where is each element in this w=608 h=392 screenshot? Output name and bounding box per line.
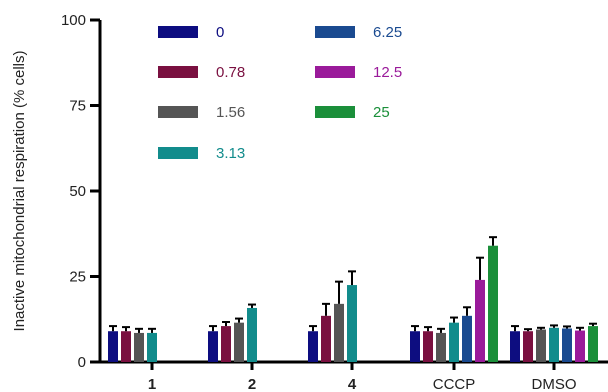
bar-1-1.56 bbox=[134, 332, 144, 362]
bar-DMSO-0.78 bbox=[523, 331, 533, 362]
y-tick-label: 100 bbox=[61, 12, 86, 29]
bar-4-0 bbox=[308, 331, 318, 362]
bar-1-3.13 bbox=[147, 332, 157, 362]
bar-CCCP-12.5 bbox=[475, 279, 485, 362]
bar-1-0 bbox=[108, 331, 118, 362]
legend-swatch-3.13 bbox=[158, 147, 198, 159]
legend: 0 0.78 1.56 3.13 6.25 12.5 25 bbox=[158, 24, 402, 162]
bar-CCCP-25 bbox=[488, 245, 498, 362]
legend-label-0: 0 bbox=[216, 24, 224, 41]
bar-CCCP-1.56 bbox=[436, 332, 446, 362]
legend-swatch-12.5 bbox=[315, 66, 355, 78]
bar-CCCP-6.25 bbox=[462, 315, 472, 362]
category-label-2: 2 bbox=[248, 376, 256, 392]
bar-4-1.56 bbox=[334, 303, 344, 362]
category-label-CCCP: CCCP bbox=[433, 376, 476, 392]
bar-CCCP-3.13 bbox=[449, 322, 459, 362]
y-ticks: 0 25 50 75 100 bbox=[61, 12, 100, 371]
category-label-DMSO: DMSO bbox=[532, 376, 577, 392]
legend-swatch-0.78 bbox=[158, 66, 198, 78]
bar-CCCP-0 bbox=[410, 331, 420, 362]
category-label-4: 4 bbox=[348, 376, 357, 392]
y-axis-label: Inactive mitochondrial respiration (% ce… bbox=[11, 51, 28, 332]
legend-label-3.13: 3.13 bbox=[216, 145, 245, 162]
legend-label-12.5: 12.5 bbox=[373, 64, 402, 81]
legend-swatch-6.25 bbox=[315, 26, 355, 38]
y-tick-label: 0 bbox=[78, 354, 86, 371]
y-tick-label: 25 bbox=[69, 269, 86, 286]
bar-2-0 bbox=[208, 331, 218, 362]
legend-swatch-25 bbox=[315, 106, 355, 118]
y-tick-label: 75 bbox=[69, 98, 86, 115]
y-tick-label: 50 bbox=[69, 183, 86, 200]
legend-swatch-0 bbox=[158, 26, 198, 38]
bar-DMSO-0 bbox=[510, 331, 520, 362]
bar-DMSO-12.5 bbox=[575, 330, 585, 362]
bar-DMSO-6.25 bbox=[562, 328, 572, 362]
bar-DMSO-3.13 bbox=[549, 327, 559, 362]
legend-label-6.25: 6.25 bbox=[373, 24, 402, 41]
legend-label-1.56: 1.56 bbox=[216, 104, 245, 121]
bar-CCCP-0.78 bbox=[423, 331, 433, 362]
category-label-1: 1 bbox=[148, 376, 156, 392]
bar-1-0.78 bbox=[121, 331, 131, 362]
bar-4-3.13 bbox=[347, 285, 357, 362]
category-labels: 1 2 4 CCCP DMSO bbox=[148, 362, 577, 392]
bars bbox=[108, 236, 598, 362]
legend-label-0.78: 0.78 bbox=[216, 64, 245, 81]
bar-2-1.56 bbox=[234, 322, 244, 362]
bar-DMSO-1.56 bbox=[536, 329, 546, 362]
bar-4-0.78 bbox=[321, 315, 331, 362]
legend-swatch-1.56 bbox=[158, 106, 198, 118]
bar-2-0.78 bbox=[221, 326, 231, 362]
legend-label-25: 25 bbox=[373, 104, 390, 121]
bar-2-3.13 bbox=[247, 307, 257, 362]
bar-DMSO-25 bbox=[588, 326, 598, 362]
